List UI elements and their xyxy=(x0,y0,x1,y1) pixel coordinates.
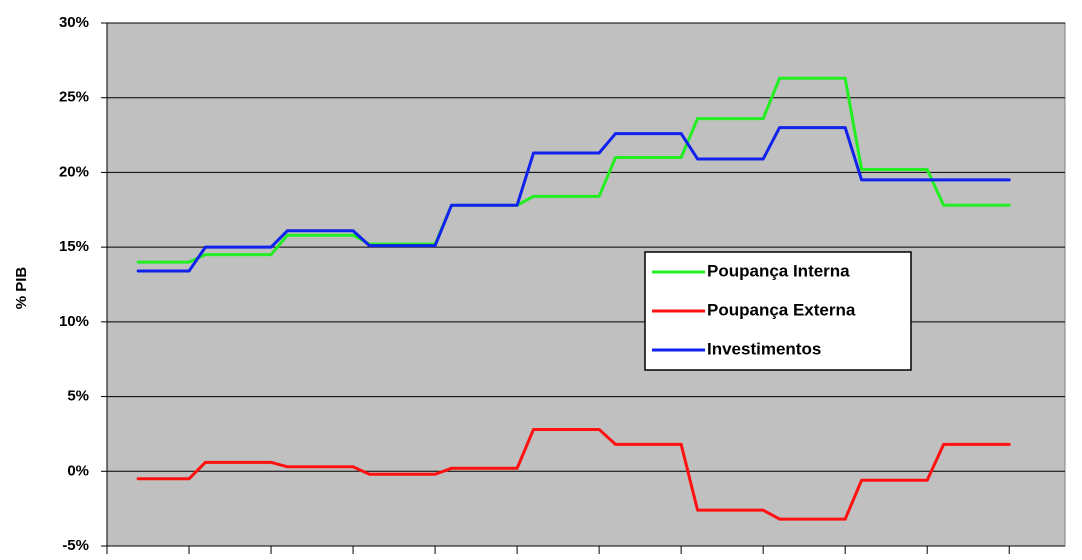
plot-area xyxy=(106,22,1066,547)
y-tick-label: 15% xyxy=(59,238,89,255)
y-tick-label: 30% xyxy=(59,14,89,31)
y-tick-label: -5% xyxy=(62,537,89,554)
line-ramp xyxy=(434,466,452,476)
line-ramp xyxy=(762,508,781,521)
legend-label: Poupança Externa xyxy=(707,300,856,319)
line-ramp xyxy=(598,428,617,446)
line-ramp xyxy=(352,229,371,247)
line-ramp xyxy=(843,78,864,170)
line-ramp xyxy=(679,444,700,511)
line-ramp xyxy=(843,127,864,181)
y-axis-label: % PIB xyxy=(13,267,30,310)
line-ramp xyxy=(515,428,535,469)
line-ramp xyxy=(925,443,945,481)
line-ramp xyxy=(597,156,617,197)
line-ramp xyxy=(433,204,453,247)
y-tick-label: 25% xyxy=(59,89,89,106)
line-ramp xyxy=(843,479,863,520)
line-ramp xyxy=(352,465,371,476)
line-ramp xyxy=(761,77,781,120)
line-ramp xyxy=(516,195,535,207)
line-ramp xyxy=(925,168,945,206)
line-ramp xyxy=(269,234,289,256)
y-tick-label: 20% xyxy=(59,163,89,180)
line-ramp xyxy=(187,246,207,272)
y-tick-label: 10% xyxy=(59,313,89,330)
line-ramp xyxy=(679,132,699,160)
y-tick-label: 0% xyxy=(67,462,89,479)
line-ramp xyxy=(270,460,288,469)
line-ramp xyxy=(761,126,781,160)
legend-label: Poupança Interna xyxy=(707,261,850,280)
line-ramp xyxy=(515,152,535,206)
y-tick-label: 5% xyxy=(67,388,89,405)
line-ramp xyxy=(269,229,289,249)
legend-label: Investimentos xyxy=(707,339,821,358)
line-ramp xyxy=(597,132,617,154)
line-ramp xyxy=(187,461,207,480)
line-ramp xyxy=(679,118,699,159)
